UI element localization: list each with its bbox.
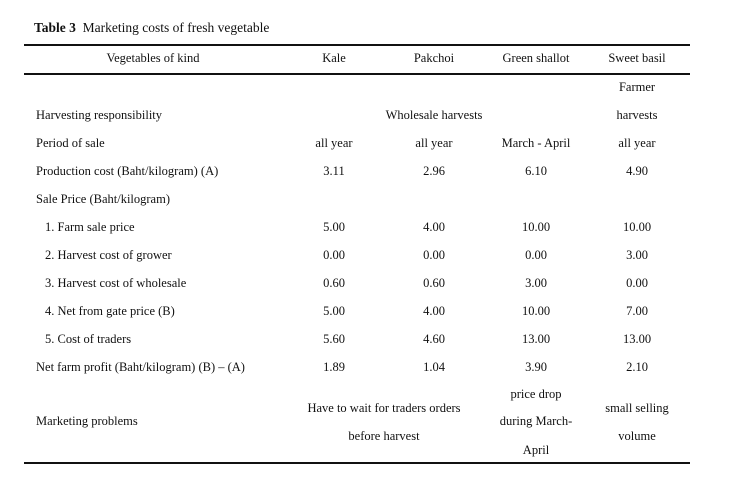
- harvesting-basil-2: harvests: [616, 108, 658, 122]
- cell: 4.00: [423, 220, 445, 234]
- period-label: Period of sale: [36, 136, 105, 150]
- cell: 0.60: [423, 276, 445, 290]
- row-label: 5. Cost of traders: [45, 332, 132, 346]
- row-label: 3. Harvest cost of wholesale: [45, 276, 187, 290]
- cell: 7.00: [626, 304, 648, 318]
- harvesting-wholesale: Wholesale harvests: [385, 108, 483, 122]
- problem-basil-1: small selling: [605, 401, 669, 415]
- cell: 10.00: [521, 304, 551, 318]
- table-number: Table 3: [34, 20, 76, 35]
- cell: 0.00: [626, 276, 648, 290]
- harvesting-label: Harvesting responsibility: [36, 108, 163, 122]
- row-label: 1. Farm sale price: [45, 220, 135, 234]
- production-label: Production cost (Baht/kilogram) (A): [36, 164, 219, 178]
- cell: 0.00: [525, 248, 547, 262]
- sale-price-label: Sale Price (Baht/kilogram): [36, 192, 170, 206]
- row-label: 2. Harvest cost of grower: [45, 248, 172, 262]
- cell: 10.00: [622, 220, 652, 234]
- problem-shallot-2: during March-: [499, 414, 573, 428]
- cell: 4.90: [626, 164, 648, 178]
- cell: 1.89: [323, 360, 345, 374]
- cell: 10.00: [521, 220, 551, 234]
- cell: 3.11: [323, 164, 345, 178]
- row-label: 4. Net from gate price (B): [45, 304, 175, 318]
- cell: 4.00: [423, 304, 445, 318]
- cell: 13.00: [622, 332, 652, 346]
- cell: 4.60: [423, 332, 445, 346]
- cell: all year: [415, 136, 453, 150]
- cell: 5.60: [323, 332, 345, 346]
- cell: 3.00: [525, 276, 547, 290]
- row-label: Net farm profit (Baht/kilogram) (B) – (A…: [36, 360, 245, 374]
- problem-shallot-1: price drop: [510, 387, 562, 401]
- header-sweet-basil: Sweet basil: [608, 51, 666, 65]
- cell: 6.10: [525, 164, 547, 178]
- problem-kale-pakchoi-1: Have to wait for traders orders: [307, 401, 461, 415]
- header-rule: [24, 73, 690, 75]
- header-pakchoi: Pakchoi: [413, 51, 455, 65]
- problems-label: Marketing problems: [36, 414, 138, 428]
- cell: all year: [315, 136, 353, 150]
- problem-kale-pakchoi-2: before harvest: [348, 429, 420, 443]
- cell: 5.00: [323, 304, 345, 318]
- cell: 3.90: [525, 360, 547, 374]
- cell: 5.00: [323, 220, 345, 234]
- cell: 13.00: [521, 332, 551, 346]
- cell: 2.96: [423, 164, 445, 178]
- cell: 3.00: [626, 248, 648, 262]
- header-kale: Kale: [322, 51, 346, 65]
- cell: 1.04: [423, 360, 445, 374]
- cell: 2.10: [626, 360, 648, 374]
- cell: March - April: [501, 136, 571, 150]
- header-green-shallot: Green shallot: [502, 51, 570, 65]
- cell: all year: [618, 136, 656, 150]
- cell: 0.00: [323, 248, 345, 262]
- harvesting-basil: Farmer: [618, 80, 656, 94]
- table-caption: Table 3 Marketing costs of fresh vegetab…: [34, 21, 269, 35]
- problem-shallot-3: April: [522, 443, 550, 457]
- top-rule: [24, 44, 690, 46]
- problem-basil-2: volume: [618, 429, 656, 443]
- header-label: Vegetables of kind: [106, 51, 200, 65]
- table-title: Marketing costs of fresh vegetable: [82, 20, 270, 35]
- bottom-rule: [24, 462, 690, 464]
- cell: 0.60: [323, 276, 345, 290]
- cell: 0.00: [423, 248, 445, 262]
